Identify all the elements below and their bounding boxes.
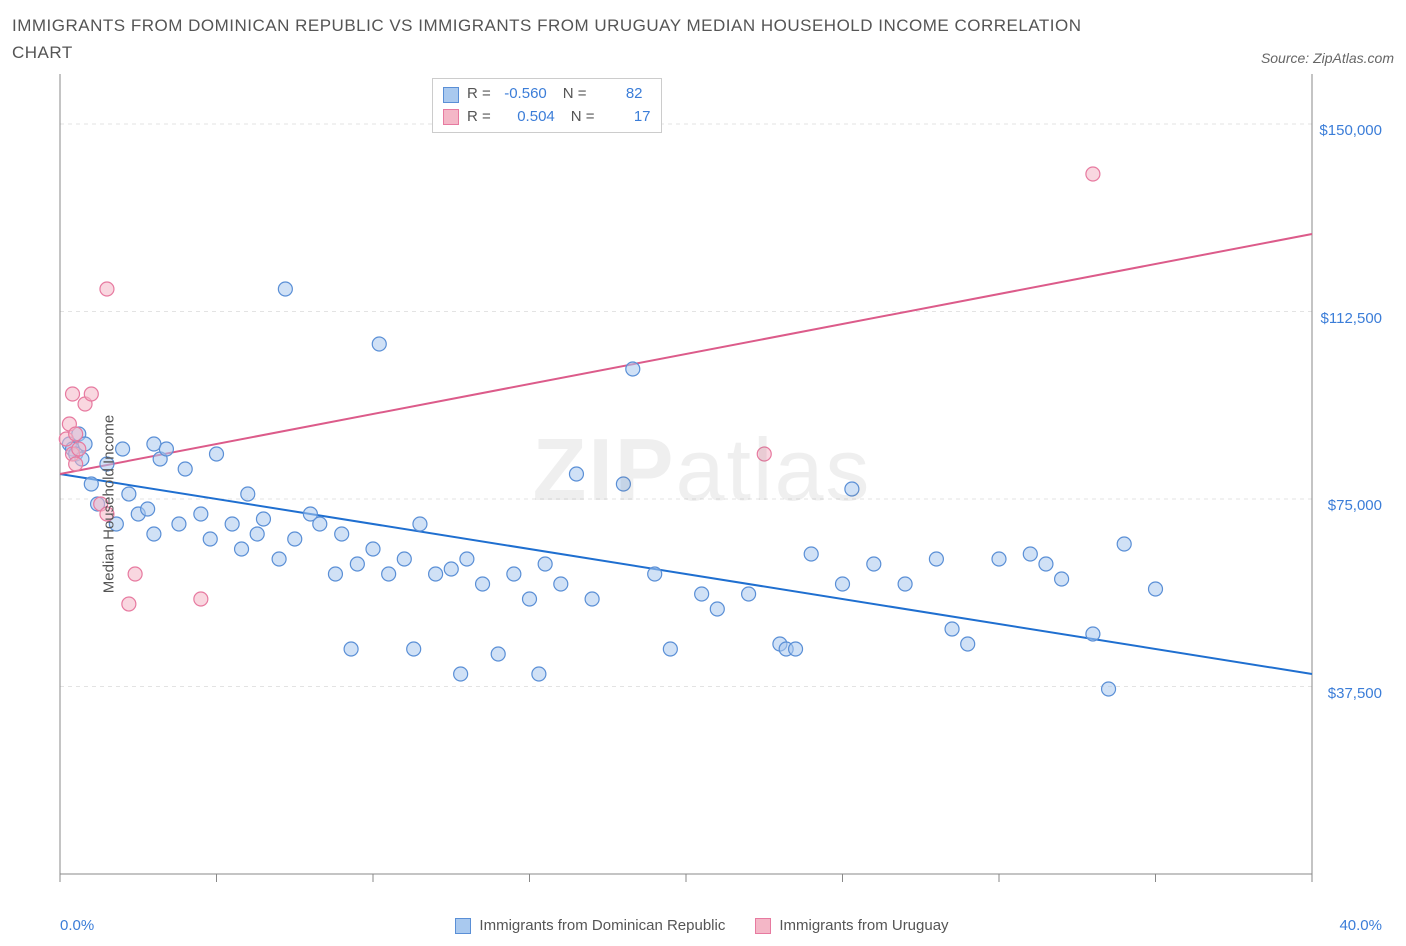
r-value: -0.560 <box>499 83 547 106</box>
swatch-icon <box>443 109 459 125</box>
legend-label: Immigrants from Dominican Republic <box>479 917 725 934</box>
legend-label: Immigrants from Uruguay <box>779 917 948 934</box>
n-value: 82 <box>595 83 643 106</box>
stats-row-series-2: R = 0.504 N = 17 <box>443 106 651 129</box>
source-label: Source: ZipAtlas.com <box>1261 50 1394 66</box>
stats-legend-box: R = -0.560 N = 82 R = 0.504 N = 17 <box>432 78 662 133</box>
n-label: N = <box>563 83 587 106</box>
stats-row-series-1: R = -0.560 N = 82 <box>443 83 651 106</box>
swatch-icon <box>755 918 771 934</box>
y-axis-label: Median Household Income <box>101 415 118 593</box>
y-tick-label: $112,500 <box>1321 310 1382 327</box>
r-value: 0.504 <box>507 106 555 129</box>
swatch-icon <box>455 918 471 934</box>
n-label: N = <box>571 106 595 129</box>
n-value: 17 <box>603 106 651 129</box>
swatch-icon <box>443 87 459 103</box>
y-tick-label: $37,500 <box>1328 685 1382 702</box>
legend-bottom: Immigrants from Dominican Republic Immig… <box>12 917 1392 934</box>
scatter-chart <box>12 74 1392 904</box>
y-tick-label: $150,000 <box>1319 122 1382 139</box>
legend-item-2: Immigrants from Uruguay <box>755 917 948 934</box>
legend-item-1: Immigrants from Dominican Republic <box>455 917 725 934</box>
chart-title: IMMIGRANTS FROM DOMINICAN REPUBLIC VS IM… <box>12 12 1112 66</box>
r-label: R = <box>467 106 491 129</box>
y-tick-label: $75,000 <box>1328 497 1382 514</box>
chart-container: Median Household Income ZIPatlas R = -0.… <box>12 74 1392 934</box>
r-label: R = <box>467 83 491 106</box>
